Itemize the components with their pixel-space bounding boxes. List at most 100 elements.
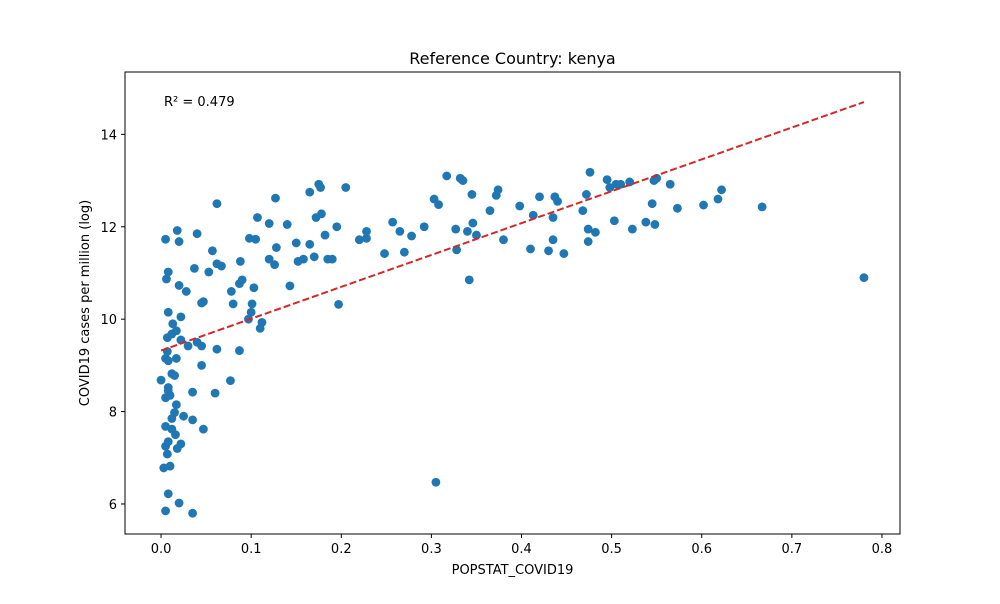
data-point	[291, 238, 301, 248]
x-tick-label: 0.4	[511, 542, 532, 557]
data-point	[212, 199, 222, 209]
data-point	[559, 249, 569, 258]
data-point	[172, 226, 182, 235]
data-point	[199, 297, 208, 307]
data-point	[161, 506, 170, 516]
data-point	[226, 376, 235, 386]
data-point	[602, 175, 612, 185]
x-tick-label: 0.8	[872, 542, 893, 557]
data-point	[179, 411, 188, 421]
data-point	[650, 220, 660, 229]
data-point	[174, 281, 184, 290]
data-point	[515, 201, 525, 211]
data-point	[327, 254, 337, 264]
data-point	[332, 222, 342, 232]
data-point	[535, 192, 544, 202]
data-point	[434, 200, 444, 209]
data-points	[156, 167, 869, 518]
data-point	[171, 354, 181, 363]
data-point	[591, 227, 600, 237]
data-point	[172, 444, 182, 453]
data-point	[188, 415, 197, 425]
y-tick-label: 10	[100, 313, 117, 328]
y-tick-label: 8	[109, 406, 117, 421]
data-point	[168, 319, 178, 329]
data-point	[170, 408, 179, 417]
data-point	[188, 387, 197, 397]
data-point	[317, 209, 326, 219]
data-point	[544, 246, 553, 256]
y-axis: 6 8 10 12 14	[100, 128, 125, 513]
chart-title: Reference Country: kenya	[409, 49, 615, 68]
data-point	[334, 299, 343, 309]
data-point	[163, 383, 173, 392]
plot-area-frame	[124, 71, 901, 535]
data-point	[253, 213, 262, 222]
data-point	[528, 210, 538, 220]
data-point	[468, 218, 478, 228]
y-tick-label: 6	[109, 498, 117, 513]
data-point	[174, 498, 184, 508]
data-point	[208, 246, 217, 256]
data-point	[442, 171, 452, 181]
data-point	[717, 185, 726, 195]
data-point	[247, 299, 257, 309]
data-point	[467, 190, 477, 199]
data-point	[285, 281, 295, 291]
data-point	[199, 424, 208, 434]
data-point	[493, 185, 503, 195]
data-point	[757, 202, 767, 212]
x-tick-label: 0.3	[421, 542, 442, 557]
y-axis-label: COVID19 cases per million (log)	[78, 200, 93, 406]
data-point	[609, 216, 619, 226]
data-point	[665, 179, 675, 189]
x-tick-label: 0.1	[241, 542, 262, 557]
data-point	[197, 360, 206, 370]
data-point	[210, 388, 220, 398]
data-point	[171, 400, 181, 410]
data-point	[163, 489, 173, 499]
data-point	[320, 230, 330, 240]
data-point	[271, 243, 281, 252]
data-point	[859, 273, 869, 282]
data-point	[171, 326, 181, 336]
data-point	[585, 167, 595, 177]
x-tick-label: 0.7	[782, 542, 803, 557]
data-point	[713, 194, 723, 204]
data-point	[235, 346, 244, 355]
data-point	[464, 275, 474, 285]
trend-line	[160, 101, 865, 352]
data-point	[156, 375, 166, 385]
data-point	[212, 344, 222, 354]
data-point	[264, 254, 274, 264]
data-point	[183, 341, 193, 351]
data-point	[271, 193, 280, 203]
data-point	[282, 220, 292, 229]
x-tick-label: 0.6	[691, 542, 712, 557]
data-point	[399, 247, 409, 257]
data-point	[176, 312, 186, 322]
data-point	[451, 224, 461, 234]
data-point	[299, 254, 308, 264]
x-tick-label: 0.5	[601, 542, 622, 557]
data-point	[395, 226, 405, 236]
data-point	[431, 477, 441, 487]
data-point	[270, 260, 279, 270]
x-axis-label: POPSTAT_COVID19	[452, 563, 574, 578]
data-point	[189, 263, 199, 273]
data-point	[699, 200, 708, 210]
data-point	[309, 252, 319, 262]
data-point	[163, 356, 173, 366]
data-point	[548, 235, 558, 245]
data-point	[163, 307, 173, 317]
data-point	[472, 230, 481, 240]
data-point	[362, 233, 371, 243]
data-point	[162, 274, 171, 284]
data-point	[305, 187, 315, 197]
data-point	[341, 183, 351, 192]
x-axis: 0.0 0.1 0.2 0.3 0.4 0.5 0.6 0.7 0.8	[151, 534, 893, 557]
x-tick-label: 0.2	[331, 542, 352, 557]
data-point	[217, 261, 226, 271]
data-point	[181, 287, 191, 296]
